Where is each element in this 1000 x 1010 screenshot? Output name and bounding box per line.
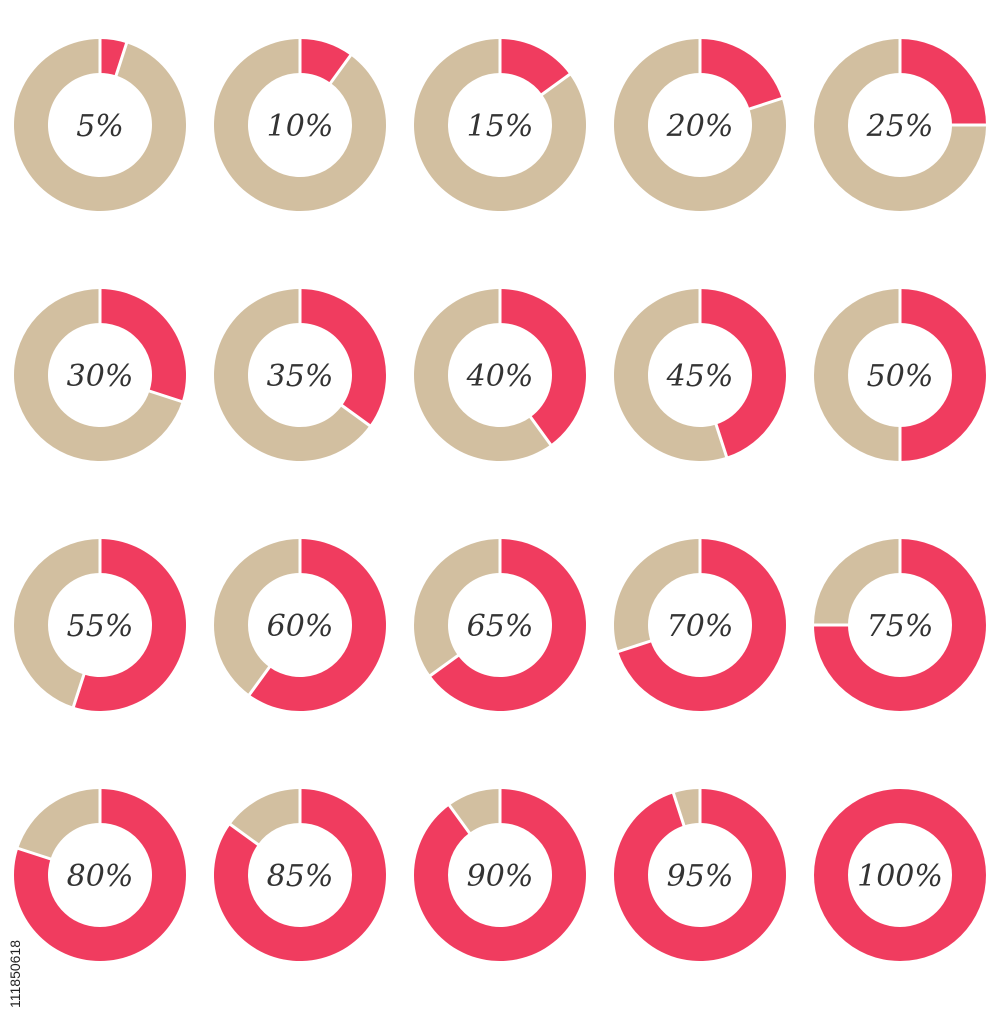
donut-filled-segment xyxy=(613,789,786,961)
donut-label: 25% xyxy=(866,109,934,144)
donut-remaining-segment xyxy=(814,289,900,461)
donut-filled-segment xyxy=(413,789,586,962)
donut-remaining-segment xyxy=(413,539,500,676)
donut-separator-end-7 xyxy=(528,415,553,447)
donut-label: 95% xyxy=(667,859,734,894)
donut-filled-segment xyxy=(100,289,187,402)
stock-id: 111850618 xyxy=(6,770,26,1010)
donut-label: 10% xyxy=(267,109,334,144)
donut-filled-segment xyxy=(500,289,587,445)
donut-separator-end-5 xyxy=(148,389,184,404)
donut-remaining-segment xyxy=(14,289,182,461)
donut-remaining-segment xyxy=(673,789,700,826)
donut-chart-15: 15% xyxy=(414,38,587,211)
donut-label: 35% xyxy=(267,359,334,394)
donut-label: 75% xyxy=(867,609,934,644)
donut-separator-end-0 xyxy=(114,41,129,77)
donut-remaining-segment xyxy=(613,539,700,652)
donut-separator-end-8 xyxy=(714,423,729,459)
donut-chart-70: 70% xyxy=(613,538,786,711)
donut-label: 70% xyxy=(667,609,734,644)
donut-chart-40: 40% xyxy=(414,288,587,461)
donut-filled-segment xyxy=(300,289,387,426)
donut-separator-end-17 xyxy=(447,803,472,835)
donut-chart-35: 35% xyxy=(214,288,387,461)
donut-remaining-segment xyxy=(814,39,986,211)
donut-label: 90% xyxy=(467,859,534,894)
donut-remaining-segment xyxy=(614,289,727,461)
donut-filled-segment xyxy=(900,39,986,125)
donut-filled-segment xyxy=(814,539,986,711)
donut-separator-end-16 xyxy=(228,822,260,847)
donut-remaining-segment xyxy=(214,289,370,461)
donut-label: 45% xyxy=(666,359,734,394)
donut-label: 30% xyxy=(67,359,134,394)
donut-filled-segment xyxy=(430,539,586,712)
donut-filled-segment xyxy=(700,289,787,457)
donut-chart-100: 100% xyxy=(814,789,986,961)
donut-chart-95: 95% xyxy=(613,788,786,961)
donut-separator-end-13 xyxy=(616,639,652,654)
donut-label: 65% xyxy=(467,609,534,644)
donut-remaining-segment xyxy=(18,789,100,859)
donut-chart-75: 75% xyxy=(813,538,986,711)
donut-label: 15% xyxy=(467,109,534,144)
donut-chart-80: 80% xyxy=(13,788,186,961)
donut-remaining-segment xyxy=(213,539,300,695)
donut-label: 80% xyxy=(67,859,134,894)
donut-filled-segment xyxy=(700,39,782,109)
donut-chart-20: 20% xyxy=(614,38,787,211)
donut-chart-90: 90% xyxy=(413,788,586,962)
donut-separator-end-10 xyxy=(71,673,86,709)
stock-id-text: 111850618 xyxy=(7,940,23,1008)
donut-chart-45: 45% xyxy=(614,288,787,461)
donut-label: 50% xyxy=(867,359,934,394)
donut-label: 85% xyxy=(267,859,334,894)
donut-separator-end-18 xyxy=(671,791,686,827)
donut-chart-50: 50% xyxy=(814,288,986,462)
donut-filled-segment xyxy=(100,39,127,76)
donut-remaining-segment xyxy=(414,289,551,461)
donut-chart-25: 25% xyxy=(814,38,987,211)
donut-remaining-segment xyxy=(14,39,187,211)
donut-remaining-segment xyxy=(814,539,900,625)
donut-filled-segment xyxy=(500,39,570,95)
donut-separator-end-2 xyxy=(540,72,572,97)
donut-filled-segment xyxy=(13,789,186,961)
donut-remaining-segment xyxy=(614,39,787,211)
donut-filled-segment xyxy=(73,539,186,711)
donut-chart-65: 65% xyxy=(413,538,586,712)
donut-filled-segment xyxy=(900,289,986,461)
donut-filled-segment xyxy=(618,539,786,711)
donut-separator-end-12 xyxy=(428,653,460,678)
donut-label: 60% xyxy=(267,609,334,644)
donut-remaining-segment xyxy=(13,539,100,707)
donut-remaining-segment xyxy=(230,789,300,845)
donut-separator-end-1 xyxy=(328,53,353,85)
donut-separator-end-3 xyxy=(748,96,784,111)
donut-chart-30: 30% xyxy=(14,288,187,461)
donut-label: 100% xyxy=(857,859,943,894)
donut-filled-segment xyxy=(213,789,386,962)
donut-label: 55% xyxy=(67,609,134,644)
donut-label: 5% xyxy=(76,109,124,144)
donut-label: 40% xyxy=(466,359,534,394)
donut-chart-60: 60% xyxy=(213,538,386,711)
donut-separator-end-6 xyxy=(340,403,372,428)
donut-separator-end-11 xyxy=(247,665,272,697)
donut-chart-10: 10% xyxy=(214,38,387,212)
donut-remaining-segment xyxy=(214,39,387,212)
donut-separator-end-15 xyxy=(16,846,52,861)
donut-chart-5: 5% xyxy=(14,38,187,211)
donut-filled-segment xyxy=(814,789,986,961)
donut-chart-55: 55% xyxy=(13,538,186,711)
donut-label: 20% xyxy=(666,109,734,144)
donut-filled-segment xyxy=(249,539,386,711)
donut-chart-85: 85% xyxy=(213,788,386,962)
donut-remaining-segment xyxy=(414,39,587,211)
